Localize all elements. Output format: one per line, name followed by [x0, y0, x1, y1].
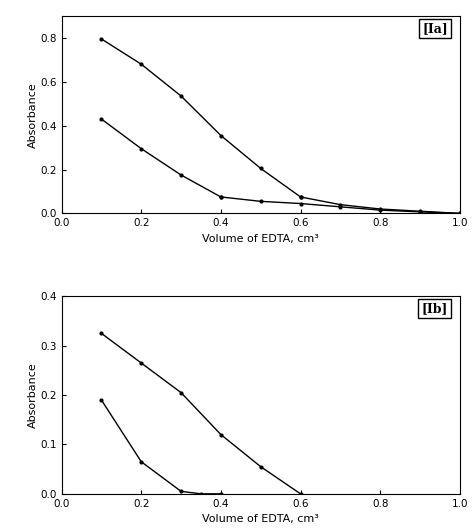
Text: [Ia]: [Ia] [422, 22, 448, 35]
X-axis label: Volume of EDTA, cm³: Volume of EDTA, cm³ [202, 234, 319, 244]
X-axis label: Volume of EDTA, cm³: Volume of EDTA, cm³ [202, 514, 319, 524]
Y-axis label: Absorbance: Absorbance [27, 82, 37, 148]
Text: [Ib]: [Ib] [421, 302, 448, 315]
Y-axis label: Absorbance: Absorbance [27, 362, 37, 428]
